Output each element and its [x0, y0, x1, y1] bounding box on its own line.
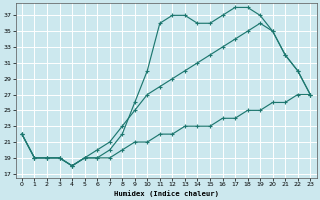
X-axis label: Humidex (Indice chaleur): Humidex (Indice chaleur)	[114, 190, 219, 197]
